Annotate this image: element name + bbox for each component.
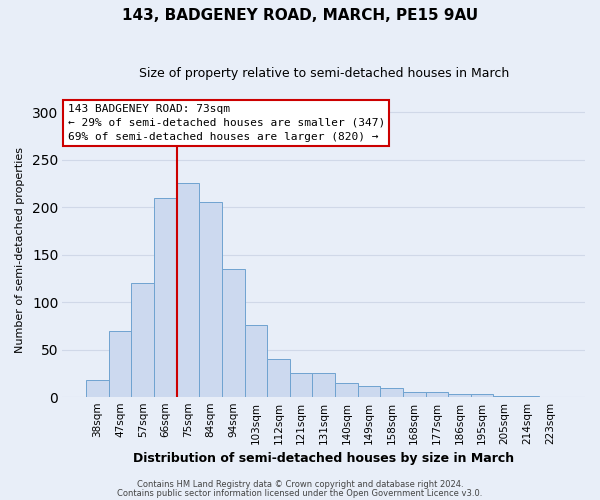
Bar bbox=[131, 283, 154, 398]
Bar bbox=[177, 184, 199, 398]
Text: Contains public sector information licensed under the Open Government Licence v3: Contains public sector information licen… bbox=[118, 488, 482, 498]
Bar bbox=[290, 372, 313, 398]
Bar bbox=[471, 394, 493, 398]
Bar bbox=[267, 360, 290, 398]
Y-axis label: Number of semi-detached properties: Number of semi-detached properties bbox=[15, 147, 25, 353]
Bar bbox=[358, 386, 380, 398]
Bar bbox=[199, 202, 222, 398]
Text: Contains HM Land Registry data © Crown copyright and database right 2024.: Contains HM Land Registry data © Crown c… bbox=[137, 480, 463, 489]
Bar bbox=[516, 396, 539, 398]
Bar bbox=[86, 380, 109, 398]
Bar bbox=[335, 383, 358, 398]
Bar bbox=[493, 396, 516, 398]
Bar bbox=[154, 198, 177, 398]
Title: Size of property relative to semi-detached houses in March: Size of property relative to semi-detach… bbox=[139, 68, 509, 80]
Text: 143 BADGENEY ROAD: 73sqm
← 29% of semi-detached houses are smaller (347)
69% of : 143 BADGENEY ROAD: 73sqm ← 29% of semi-d… bbox=[68, 104, 385, 142]
Bar bbox=[425, 392, 448, 398]
Bar bbox=[380, 388, 403, 398]
X-axis label: Distribution of semi-detached houses by size in March: Distribution of semi-detached houses by … bbox=[133, 452, 514, 465]
Bar bbox=[245, 325, 267, 398]
Bar bbox=[313, 372, 335, 398]
Bar bbox=[109, 331, 131, 398]
Bar bbox=[222, 269, 245, 398]
Text: 143, BADGENEY ROAD, MARCH, PE15 9AU: 143, BADGENEY ROAD, MARCH, PE15 9AU bbox=[122, 8, 478, 22]
Bar bbox=[403, 392, 425, 398]
Bar bbox=[448, 394, 471, 398]
